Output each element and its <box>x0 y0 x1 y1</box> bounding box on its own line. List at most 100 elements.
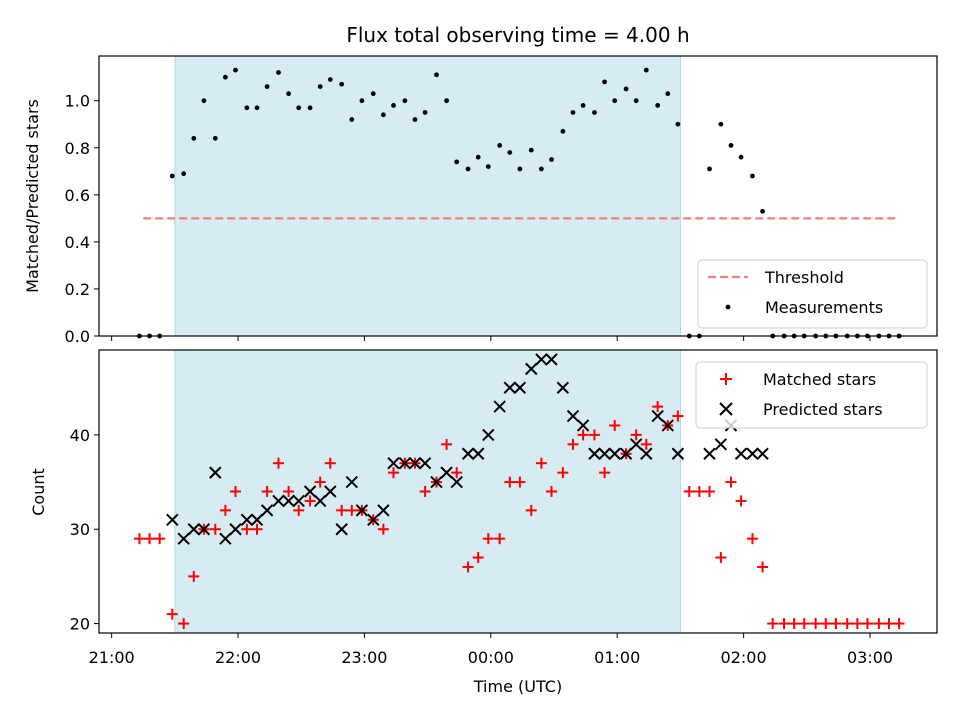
measurement-point <box>643 67 649 73</box>
matched-star-point <box>757 561 769 573</box>
predicted-star-point <box>671 447 685 460</box>
matched-star-point <box>778 618 790 630</box>
predicted-star-point <box>345 475 358 489</box>
matched-star-point <box>388 467 400 479</box>
measurement-point <box>233 67 238 73</box>
matched-star-point <box>482 533 494 545</box>
predicted-star-point <box>661 419 674 432</box>
measurement-point <box>191 135 197 141</box>
predicted-star-point <box>756 447 769 460</box>
measurement-point <box>212 135 218 141</box>
matched-star-point <box>851 618 863 630</box>
predicted-star-point <box>703 447 716 460</box>
matched-star-point <box>272 457 284 469</box>
predicted-star-point <box>418 456 432 470</box>
predicted-star-point <box>629 438 643 451</box>
matched-star-point <box>841 618 853 630</box>
predicted-star-point <box>545 353 558 366</box>
measurement-point <box>181 171 187 177</box>
top-y-axis-label: Matched/Predicted stars <box>23 99 42 293</box>
matched-star-point <box>588 429 600 441</box>
top-shaded-interval <box>174 55 681 337</box>
matched-star-point <box>188 570 200 582</box>
matched-star-point <box>715 552 727 564</box>
legend-threshold-label: Threshold <box>764 268 844 287</box>
top-y-tick-label: 0.4 <box>65 233 90 252</box>
predicted-star-point <box>461 447 475 460</box>
measurement-point <box>718 121 724 127</box>
matched-star-point <box>283 486 295 497</box>
measurement-point <box>707 166 712 172</box>
matched-star-point <box>640 438 652 450</box>
matched-star-point <box>883 618 895 630</box>
measurement-point <box>760 208 765 214</box>
matched-star-point <box>178 618 190 630</box>
measurement-point <box>454 159 460 165</box>
predicted-star-point <box>197 523 211 536</box>
matched-star-point <box>577 429 589 441</box>
matched-star-point <box>346 504 358 516</box>
matched-star-point <box>798 618 810 630</box>
predicted-star-point <box>209 466 222 479</box>
measurement-point <box>633 98 639 104</box>
matched-star-point <box>219 504 231 516</box>
x-axis-label: Time (UTC) <box>473 677 562 696</box>
matched-star-point <box>609 419 621 431</box>
measurement-point <box>602 79 607 85</box>
measurement-point <box>412 117 418 122</box>
matched-star-point <box>462 561 474 573</box>
predicted-star-point <box>493 400 506 413</box>
x-tick-label: 00:00 <box>468 648 514 667</box>
measurement-point <box>665 91 671 97</box>
top-y-tick-label: 0.6 <box>65 186 90 205</box>
measurement-point <box>738 154 744 160</box>
matched-star-point <box>230 486 242 497</box>
predicted-star-point <box>535 353 548 366</box>
bottom-y-axis-label: Count <box>29 468 48 516</box>
measurement-point <box>339 81 345 87</box>
matched-star-point <box>893 618 905 630</box>
predicted-star-point <box>398 456 412 470</box>
predicted-star-point <box>503 381 516 394</box>
x-tick-label: 02:00 <box>721 648 767 667</box>
matched-star-point <box>810 618 822 630</box>
predicted-star-point <box>450 475 463 489</box>
matched-star-point <box>557 467 569 479</box>
matched-star-point <box>767 618 779 630</box>
matched-star-point <box>525 504 537 516</box>
matched-star-point <box>683 486 695 497</box>
matched-star-point <box>324 457 336 469</box>
matched-star-point <box>820 618 832 630</box>
chart-title: Flux total observing time = 4.00 h <box>346 23 689 47</box>
matched-star-point <box>746 533 758 545</box>
predicted-star-point <box>440 466 453 479</box>
matched-star-point <box>788 618 800 630</box>
predicted-star-point <box>355 504 369 517</box>
top-panel: 0.0 0.2 0.4 0.6 0.8 1.0 Matched/Predicted sta… <box>23 55 938 346</box>
matched-star-point <box>133 533 145 545</box>
measurement-point <box>380 112 386 118</box>
measurement-point <box>286 91 291 97</box>
measurement-point <box>612 98 618 104</box>
measurement-point <box>655 103 661 108</box>
measurement-point <box>675 121 681 127</box>
predicted-star-point <box>324 485 337 498</box>
matched-star-point <box>873 618 885 630</box>
matched-star-point <box>599 467 611 479</box>
measurement-point <box>169 173 175 179</box>
measurement-point <box>370 91 376 97</box>
top-y-tick-label: 0.8 <box>65 139 90 158</box>
x-tick-label: 03:00 <box>847 648 893 667</box>
legend-measurements-label: Measurements <box>765 298 883 317</box>
matched-star-point <box>672 410 684 422</box>
predicted-star-point <box>240 513 254 527</box>
x-tick-label: 22:00 <box>215 648 261 667</box>
predicted-star-point <box>377 504 390 517</box>
measurement-point <box>549 157 554 162</box>
measurement-point <box>570 110 576 115</box>
predicted-star-point <box>566 409 580 423</box>
predicted-star-point <box>588 447 601 460</box>
measurement-point <box>317 84 323 89</box>
predicted-star-point <box>177 532 190 545</box>
x-tick-label: 23:00 <box>341 648 387 667</box>
